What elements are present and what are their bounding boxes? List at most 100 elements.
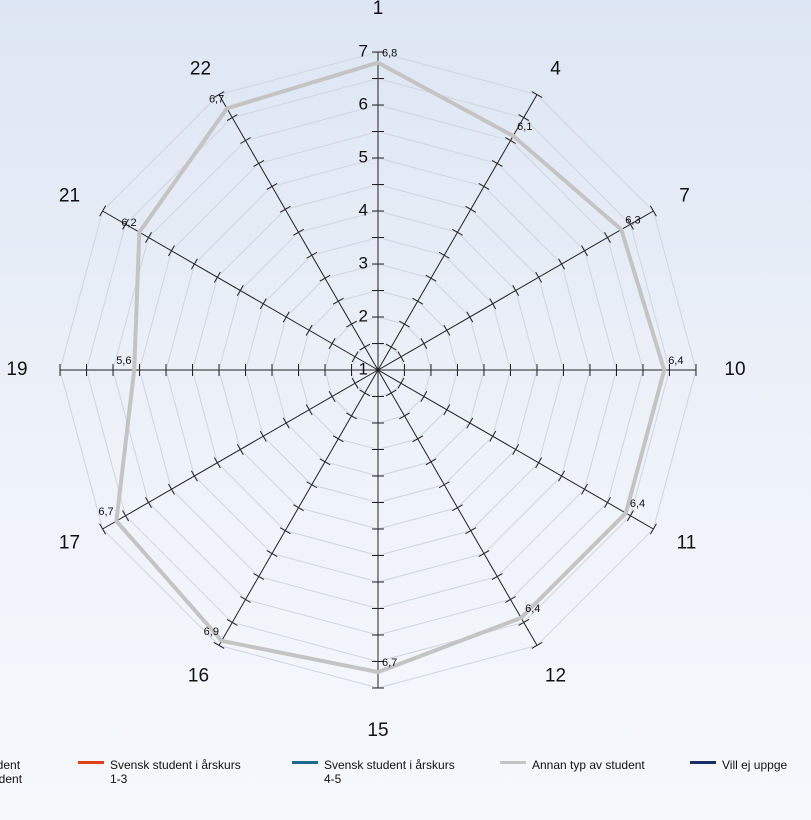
axis-name-15: 15: [367, 720, 388, 741]
axis-tick: [226, 619, 238, 626]
axis-name-1: 1: [373, 0, 384, 19]
axis-tick: [145, 232, 152, 243]
data-point: [663, 369, 665, 371]
axis-tick: [425, 458, 437, 466]
axis-tick: [512, 444, 520, 455]
data-point: [620, 229, 622, 231]
scale-tick-label: 7: [359, 41, 368, 60]
axis-tick: [293, 504, 304, 512]
axis-name-7: 7: [679, 186, 690, 207]
axis-tick: [240, 137, 251, 144]
legend-label: 4-5: [324, 772, 342, 786]
axis-tick: [489, 298, 497, 310]
axis-name-4: 4: [550, 59, 561, 80]
axis-tick: [627, 510, 634, 522]
data-point: [221, 640, 223, 642]
axis-tick: [385, 389, 397, 397]
data-point: [625, 512, 627, 514]
data-label: 6,2: [121, 217, 136, 229]
axis-tick: [226, 114, 238, 121]
legend-label: erstudent: [0, 758, 21, 772]
axis-tick: [420, 338, 428, 349]
chart-legend: erstudentesstudent Svensk student i årsku…: [0, 758, 787, 786]
axis-tick: [489, 430, 497, 442]
axis-tick: [604, 497, 611, 508]
axis-tick: [266, 182, 278, 190]
axis-name-21: 21: [59, 186, 80, 207]
scale-tick-label: 6: [359, 94, 368, 113]
axis-tick: [253, 573, 265, 580]
axis-tick: [346, 412, 357, 420]
scale-tick-label: 4: [359, 200, 368, 219]
axis-tick: [99, 523, 107, 535]
series-line: [114, 60, 667, 675]
axis-tick: [168, 245, 175, 257]
axis-tick: [627, 218, 634, 230]
axis-tick: [425, 274, 437, 282]
axis-tick: [443, 404, 451, 416]
axis-tick: [253, 160, 265, 167]
data-label: 6,1: [517, 121, 532, 133]
axis-tick: [438, 481, 450, 489]
axis-tick: [279, 527, 291, 535]
axis-tick: [558, 470, 566, 482]
scale-tick-label: 2: [359, 306, 368, 325]
legend-swatch: [690, 761, 716, 764]
axis-tick: [351, 377, 359, 389]
legend-label: Annan typ av student: [532, 758, 645, 772]
data-point: [377, 671, 379, 673]
data-point: [226, 107, 228, 109]
axis-tick: [213, 91, 225, 99]
legend-item: Vill ej uppge: [690, 758, 787, 772]
radar-series: [114, 60, 667, 675]
axis-tick: [478, 550, 490, 558]
radar-axes: [59, 51, 697, 689]
axis-tick: [420, 391, 428, 402]
axis-name-16: 16: [188, 666, 209, 687]
data-label: 6,4: [668, 355, 683, 367]
axis-tick: [190, 470, 198, 482]
data-label: 6,9: [204, 626, 219, 638]
data-label: 6,7: [209, 93, 224, 105]
axis-tick: [452, 504, 463, 512]
data-label: 6,4: [525, 603, 540, 615]
axis-tick: [240, 596, 251, 603]
axis-tick: [332, 297, 344, 305]
data-point: [377, 62, 379, 64]
axis-tick: [122, 510, 129, 522]
axis-tick: [478, 182, 490, 190]
axis-tick: [518, 114, 530, 121]
axis-tick: [190, 258, 198, 270]
axis-tick: [535, 457, 543, 469]
axis-tick: [465, 205, 477, 213]
axis-tick: [581, 483, 588, 495]
axis-tick: [332, 435, 344, 443]
axis-name-11: 11: [677, 533, 697, 554]
axis-tick: [236, 444, 244, 455]
axis-name-17: 17: [59, 533, 80, 554]
axis-tick: [531, 641, 543, 649]
axis-tick: [397, 377, 405, 389]
axis-tick: [359, 343, 371, 351]
axis-name-19: 19: [6, 359, 27, 380]
axis-tick: [145, 497, 152, 508]
axis-tick: [452, 228, 463, 236]
legend-swatch: [500, 761, 526, 764]
axis-tick: [259, 298, 267, 310]
axis-tick: [531, 91, 543, 99]
axis-tick: [305, 324, 313, 336]
axis-tick: [604, 232, 611, 243]
axis-tick: [99, 205, 107, 217]
axis-tick: [518, 619, 530, 626]
legend-item: erstudentesstudent: [0, 758, 23, 786]
axis-name-12: 12: [545, 666, 566, 687]
axis-tick: [328, 338, 336, 349]
data-label: 6,3: [625, 215, 640, 227]
axis-tick: [319, 274, 331, 282]
data-point: [138, 231, 140, 233]
axis-tick: [213, 641, 225, 649]
axis-name-10: 10: [724, 359, 745, 380]
data-label: 5,6: [116, 355, 131, 367]
